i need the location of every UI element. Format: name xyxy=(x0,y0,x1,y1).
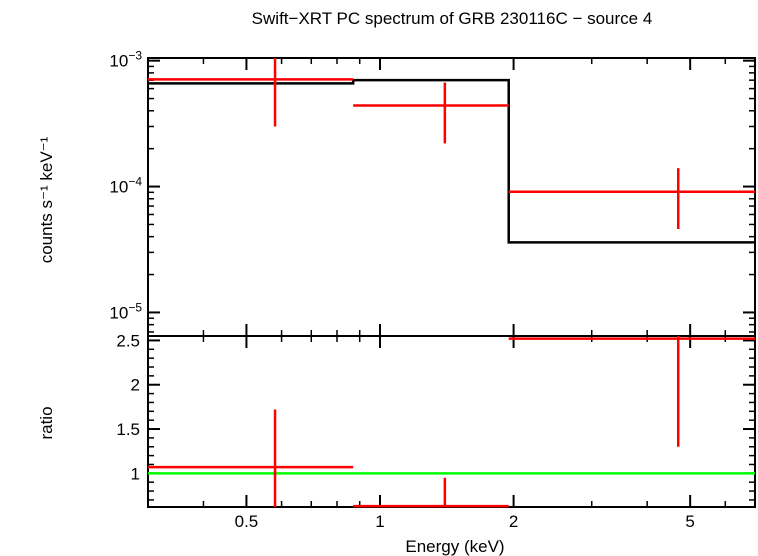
ratio-y-axis-label: ratio xyxy=(37,406,56,439)
ratio-data-point xyxy=(148,409,354,507)
ratio-data-point xyxy=(353,477,509,508)
ratio-data-point xyxy=(508,336,755,447)
ratio-frame xyxy=(147,335,756,508)
spectrum-y-tick-label: 10−5 xyxy=(109,300,142,322)
x-tick-label: 2 xyxy=(509,512,518,531)
ratio-panel: 0.5 1 2 5 1 1.5 2 2.5 xyxy=(116,331,756,531)
x-axis-label: Energy (keV) xyxy=(405,537,504,556)
spectrum-data-point xyxy=(148,58,354,127)
spectrum-data-point xyxy=(508,168,755,230)
model-step-line xyxy=(148,78,755,244)
spectrum-data-point xyxy=(353,82,509,144)
spectrum-y-axis-label: counts s⁻¹ keV⁻¹ xyxy=(37,136,56,263)
ratio-y-tick-label: 2 xyxy=(131,376,140,395)
x-tick-label: 0.5 xyxy=(235,512,259,531)
chart-title: Swift−XRT PC spectrum of GRB 230116C − s… xyxy=(252,9,653,28)
ratio-y-tick-label: 2.5 xyxy=(116,331,140,350)
spectrum-frame xyxy=(147,57,756,337)
ratio-y-tick-label: 1.5 xyxy=(116,420,140,439)
ratio-y-tick-label: 1 xyxy=(131,464,140,483)
spectrum-y-tick-label: 10−3 xyxy=(109,49,142,71)
x-tick-label: 5 xyxy=(685,512,694,531)
spectrum-panel: 10−5 10−4 10−3 xyxy=(109,49,756,337)
x-tick-label: 1 xyxy=(375,512,384,531)
spectrum-y-tick-label: 10−4 xyxy=(109,175,142,197)
